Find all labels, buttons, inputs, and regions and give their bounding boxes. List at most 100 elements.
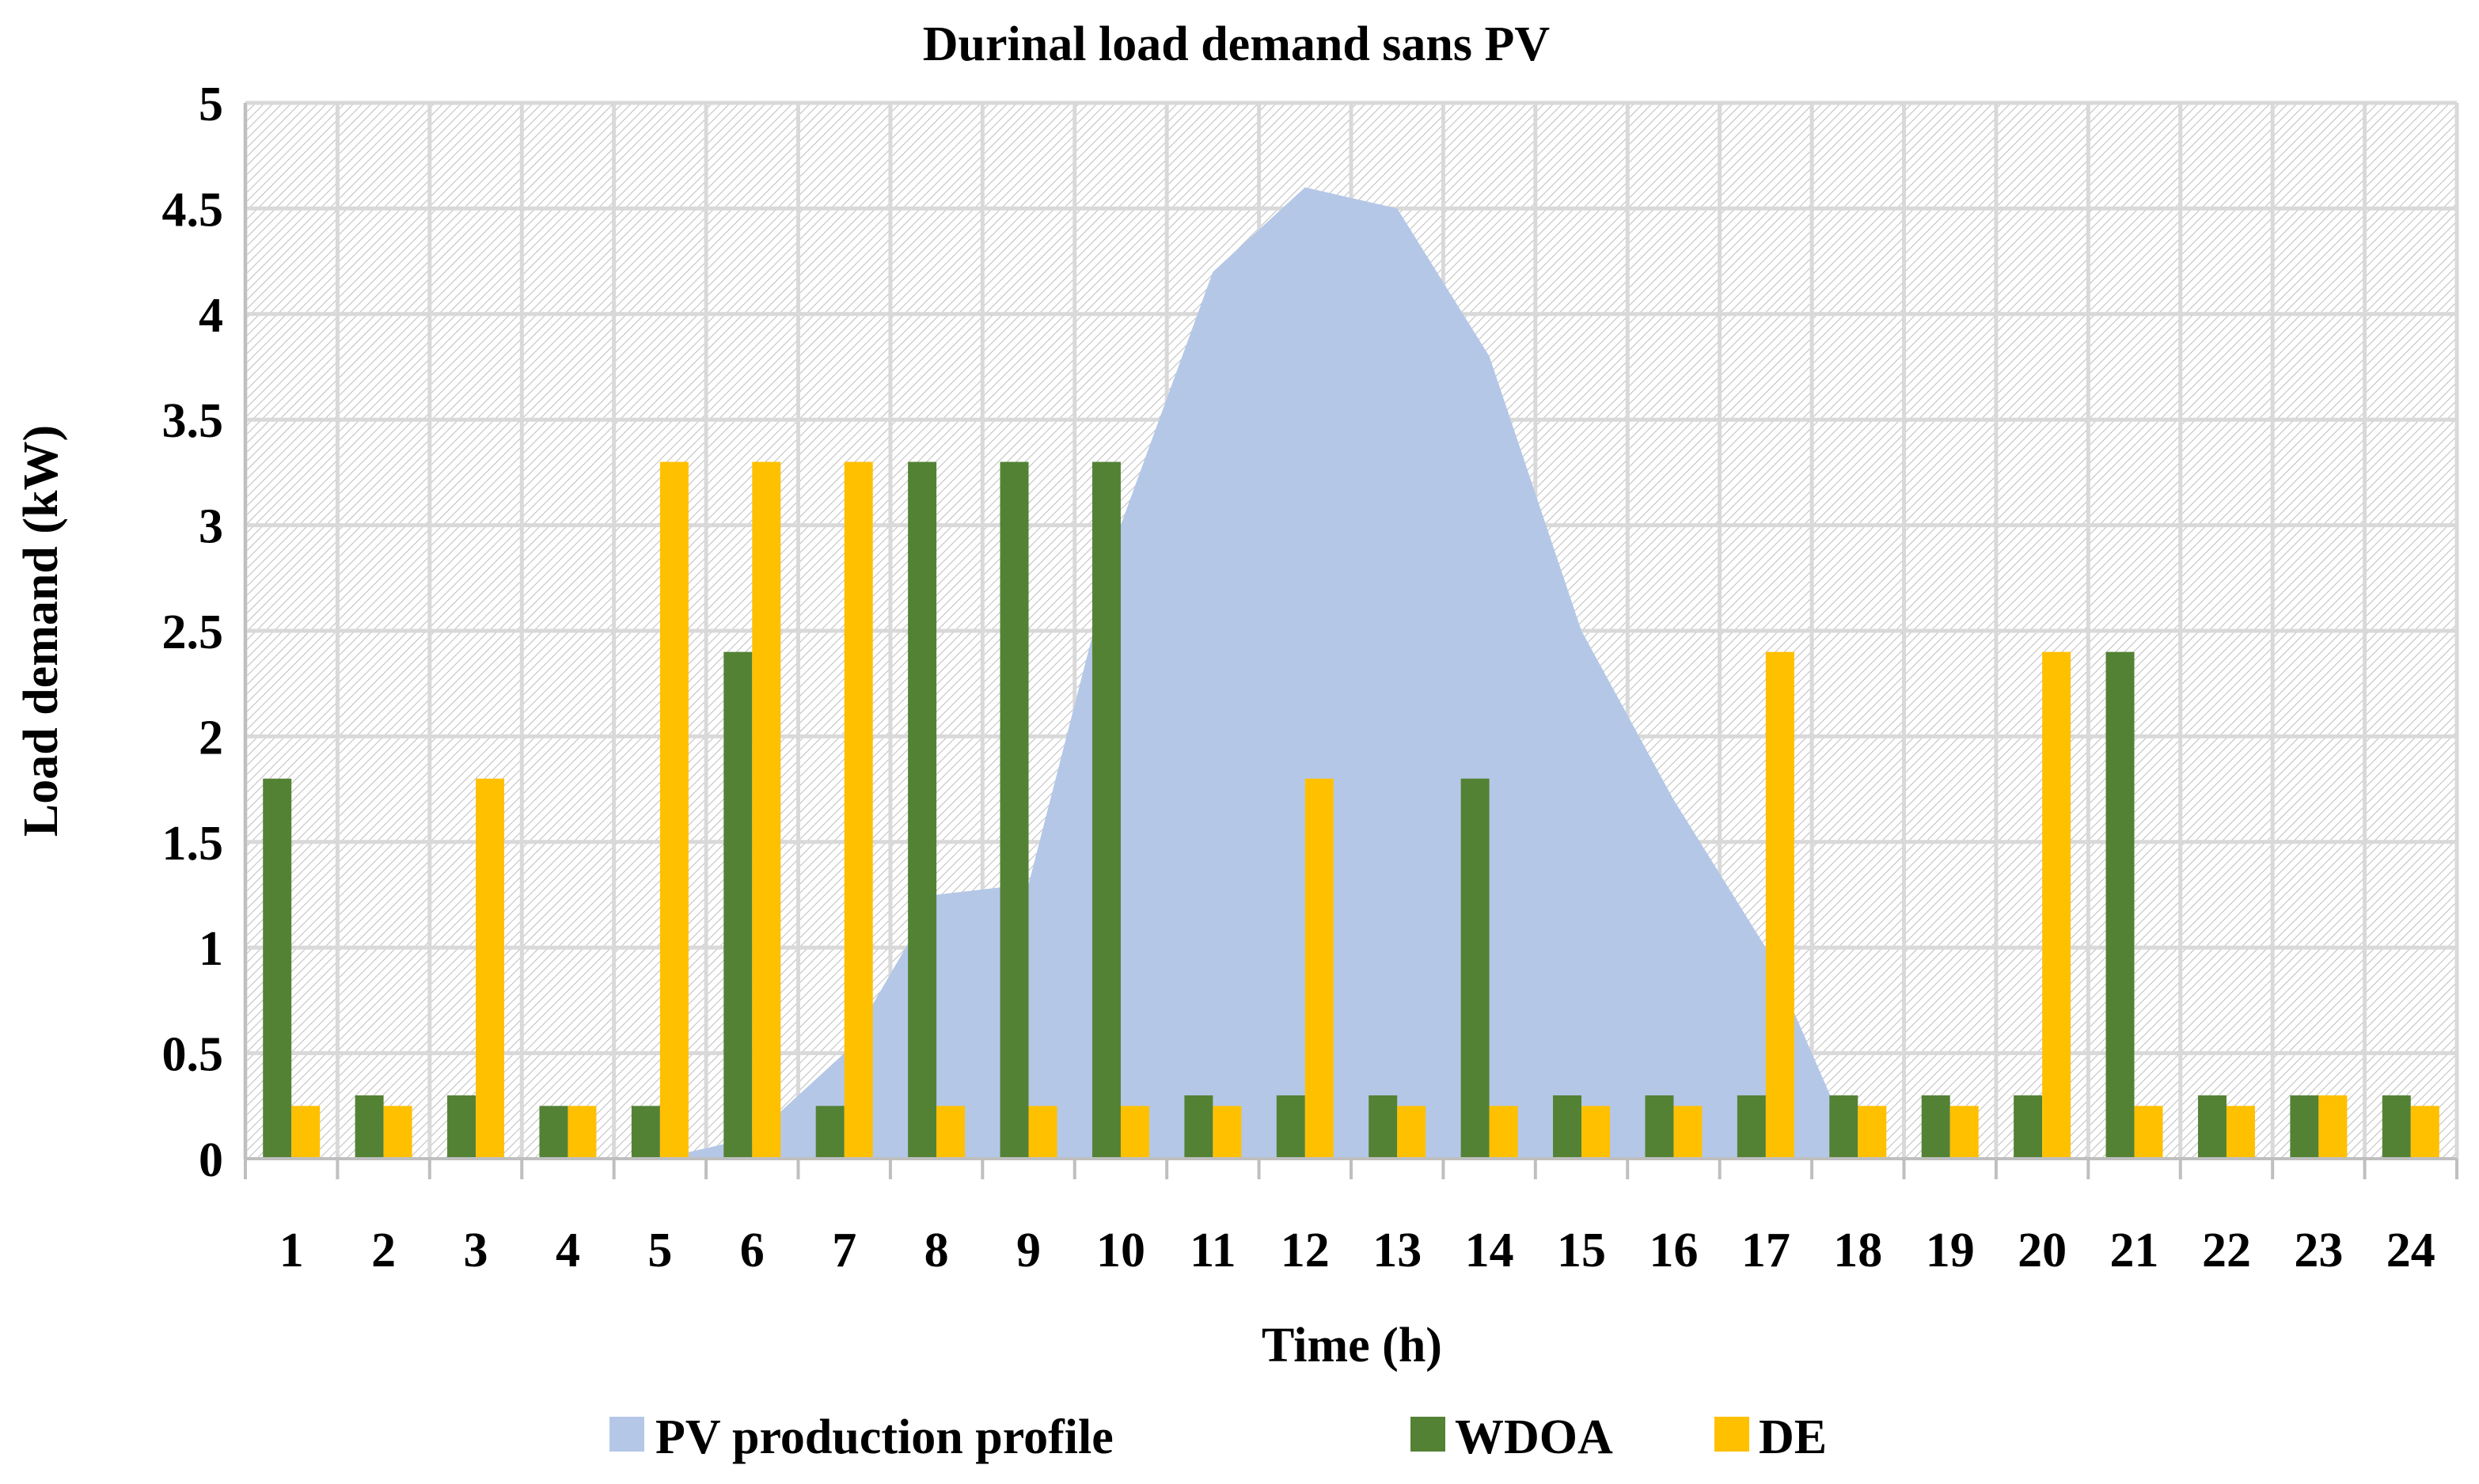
bar-wdoa-21	[2105, 651, 2135, 1159]
y-tick-label: 1	[199, 922, 223, 976]
legend-label-wdoa: WDOA	[1455, 1410, 1613, 1464]
bar-de-7	[844, 461, 873, 1159]
bar-de-8	[936, 1106, 966, 1159]
bar-de-17	[1765, 651, 1794, 1159]
legend-swatch-de	[1714, 1417, 1749, 1452]
bar-wdoa-10	[1091, 461, 1121, 1159]
bar-wdoa-16	[1645, 1095, 1674, 1159]
bar-de-14	[1489, 1106, 1518, 1159]
bar-wdoa-24	[2382, 1095, 2411, 1159]
bar-de-21	[2134, 1106, 2163, 1159]
x-tick-label: 13	[1372, 1224, 1422, 1277]
y-tick-label: 3	[199, 500, 223, 554]
bar-de-13	[1397, 1106, 1426, 1159]
bar-wdoa-4	[539, 1106, 568, 1159]
x-tick-labels: 1 2 3 4 5 6 7 8 9 10 11 12 13 14 15 16 17 18 19 20 21 22 23 24	[279, 1224, 2435, 1277]
bar-wdoa-2	[355, 1095, 384, 1159]
x-axis-label: Time (h)	[1262, 1319, 1442, 1372]
x-tick-label: 7	[832, 1224, 856, 1277]
bar-de-9	[1028, 1106, 1057, 1159]
pv-area-layer	[291, 187, 2411, 1159]
bar-wdoa-12	[1276, 1095, 1305, 1159]
bar-wdoa-5	[631, 1106, 660, 1159]
bar-de-24	[2410, 1106, 2439, 1159]
y-axis-label: Load demand (kW)	[14, 425, 68, 837]
x-tick-label: 16	[1649, 1224, 1698, 1277]
bar-de-16	[1673, 1106, 1703, 1159]
y-tick-label: 1.5	[162, 817, 224, 871]
bar-wdoa-6	[723, 651, 753, 1159]
bar-wdoa-17	[1737, 1095, 1766, 1159]
x-tick-label: 12	[1281, 1224, 1330, 1277]
y-tick-label: 2	[199, 711, 223, 765]
x-tick-label: 18	[1833, 1224, 1882, 1277]
bar-wdoa-22	[2197, 1095, 2227, 1159]
x-tick-label: 20	[2018, 1224, 2067, 1277]
bar-de-11	[1213, 1106, 1242, 1159]
y-tick-label: 4	[199, 289, 223, 343]
legend-swatch-pv-production-profile	[609, 1417, 644, 1452]
y-tick-label: 5	[199, 78, 223, 131]
x-tick-label: 8	[924, 1224, 949, 1277]
bar-wdoa-14	[1460, 778, 1490, 1159]
bar-wdoa-3	[447, 1095, 476, 1159]
legend-label-de: DE	[1759, 1410, 1827, 1464]
x-tick-label: 9	[1016, 1224, 1041, 1277]
legend: PV production profile WDOA DE	[609, 1410, 1827, 1464]
y-tick-label: 0.5	[162, 1028, 224, 1082]
bar-wdoa-8	[908, 461, 937, 1159]
bar-de-2	[383, 1106, 412, 1159]
bar-de-15	[1581, 1106, 1611, 1159]
pv-production-area	[291, 187, 2411, 1159]
bar-wdoa-20	[2014, 1095, 2043, 1159]
bar-wdoa-11	[1184, 1095, 1213, 1159]
bar-de-4	[568, 1106, 597, 1159]
bar-de-23	[2318, 1095, 2348, 1159]
x-tick-label: 4	[556, 1224, 580, 1277]
bar-wdoa-7	[815, 1106, 845, 1159]
axes	[244, 103, 2458, 1179]
x-tick-label: 5	[647, 1224, 672, 1277]
y-tick-label: 3.5	[162, 394, 224, 448]
bar-wdoa-1	[263, 778, 292, 1159]
bar-de-19	[1949, 1106, 1979, 1159]
bar-wdoa-23	[2290, 1095, 2319, 1159]
bar-de-12	[1304, 778, 1334, 1159]
legend-swatch-wdoa	[1410, 1417, 1445, 1452]
x-tick-label: 11	[1190, 1224, 1236, 1277]
y-tick-label: 4.5	[162, 183, 224, 237]
y-tick-labels: 0 0.5 1 1.5 2 2.5 3 3.5 4 4.5 5	[162, 78, 224, 1187]
x-tick-label: 23	[2294, 1224, 2343, 1277]
y-tick-label: 0	[199, 1133, 223, 1187]
x-tick-label: 17	[1741, 1224, 1790, 1277]
x-tick-label: 14	[1465, 1224, 1514, 1277]
bar-wdoa-15	[1553, 1095, 1582, 1159]
x-tick-label: 22	[2202, 1224, 2251, 1277]
bar-de-1	[291, 1106, 321, 1159]
x-tick-label: 10	[1096, 1224, 1145, 1277]
x-tick-label: 6	[740, 1224, 765, 1277]
bar-de-6	[752, 461, 781, 1159]
bar-wdoa-13	[1369, 1095, 1398, 1159]
x-tick-label: 24	[2386, 1224, 2435, 1277]
bars-layer	[263, 461, 2439, 1159]
bar-wdoa-19	[1921, 1095, 1950, 1159]
bar-de-5	[659, 461, 689, 1159]
bar-wdoa-18	[1829, 1095, 1858, 1159]
bar-de-3	[476, 778, 505, 1159]
x-tick-label: 21	[2110, 1224, 2159, 1277]
x-tick-label: 3	[464, 1224, 488, 1277]
chart-title: Durinal load demand sans PV	[923, 17, 1551, 71]
bar-de-18	[1858, 1106, 1887, 1159]
legend-label-pv-production-profile: PV production profile	[655, 1410, 1114, 1464]
x-tick-label: 19	[1926, 1224, 1975, 1277]
bar-de-22	[2226, 1106, 2255, 1159]
bar-de-20	[2042, 651, 2071, 1159]
x-tick-label: 1	[279, 1224, 304, 1277]
bar-wdoa-9	[1000, 461, 1029, 1159]
y-tick-label: 2.5	[162, 605, 224, 659]
bar-de-10	[1120, 1106, 1149, 1159]
x-tick-label: 2	[371, 1224, 396, 1277]
x-tick-label: 15	[1557, 1224, 1606, 1277]
